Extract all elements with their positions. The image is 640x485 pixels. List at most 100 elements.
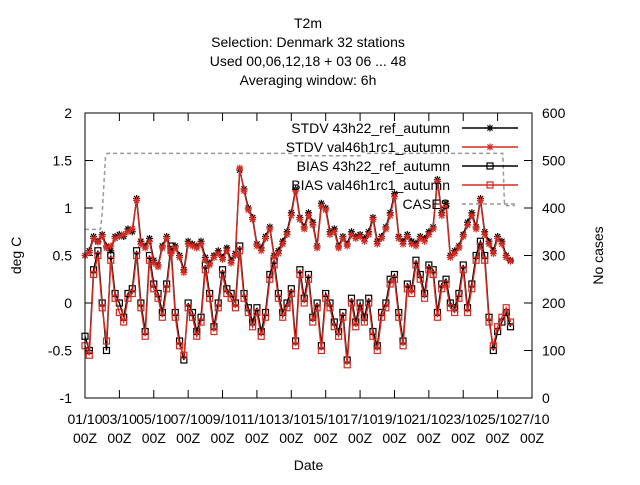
y2-axis-label: No cases <box>590 226 606 284</box>
x-tick-label: 03/10 <box>102 411 137 427</box>
legend-marker <box>486 143 494 151</box>
x-tick-label-time: 00Z <box>348 430 373 446</box>
data-point <box>476 242 485 250</box>
data-point <box>274 250 282 258</box>
data-point <box>231 304 240 312</box>
data-point <box>459 261 467 269</box>
y2-axis-label-group: No cases <box>590 226 606 284</box>
y-tick-label: -0.5 <box>48 343 72 359</box>
data-point <box>438 212 446 220</box>
data-point <box>227 259 235 267</box>
x-tick-label: 19/10 <box>377 411 412 427</box>
data-point <box>163 234 171 242</box>
legend-label: BIAS val46h1rc1_autumn <box>291 177 450 193</box>
data-point <box>365 294 373 302</box>
data-point <box>472 225 480 233</box>
data-point <box>223 247 231 255</box>
data-point <box>107 251 115 260</box>
data-point <box>244 206 252 214</box>
data-point <box>89 270 98 279</box>
data-point <box>403 285 411 293</box>
data-point <box>107 242 115 250</box>
data-point <box>343 361 351 369</box>
data-point <box>102 346 111 355</box>
data-point <box>94 238 102 246</box>
data-point <box>408 289 416 298</box>
data-point <box>218 270 227 279</box>
data-point <box>330 228 338 236</box>
data-point <box>481 256 489 264</box>
data-point <box>98 233 106 240</box>
x-axis-label-group: Date <box>294 457 324 473</box>
data-point <box>476 196 484 204</box>
legend-marker <box>486 162 494 170</box>
data-point <box>386 280 394 288</box>
data-point <box>399 342 407 350</box>
y2-tick-label: 500 <box>542 153 566 169</box>
data-point <box>304 270 313 279</box>
data-point <box>167 247 175 255</box>
data-point <box>111 294 119 302</box>
y-tick-label: -1 <box>60 390 73 406</box>
data-point <box>395 313 403 321</box>
data-point <box>206 261 214 269</box>
x-tick-label: 21/10 <box>411 411 446 427</box>
data-point <box>412 261 420 269</box>
data-point <box>313 304 321 312</box>
data-point <box>201 256 209 264</box>
data-point <box>236 164 244 172</box>
data-point <box>386 275 394 283</box>
data-point <box>459 266 467 274</box>
y2-tick-label: 200 <box>542 295 566 311</box>
data-point <box>163 285 171 293</box>
chart-title-group: T2m Selection: Denmark 32 stations Used 00… <box>210 15 407 88</box>
y-axis-label-group: deg C <box>8 237 24 274</box>
data-point <box>197 318 205 326</box>
data-point <box>334 332 343 340</box>
data-point <box>347 231 355 239</box>
data-point <box>249 215 257 223</box>
data-point <box>137 304 145 312</box>
data-point <box>313 299 321 307</box>
data-point <box>326 299 334 307</box>
x-tick-label-time: 00Z <box>279 430 304 446</box>
y-tick-label: 1.5 <box>53 153 73 169</box>
data-point <box>382 225 390 233</box>
data-point <box>420 294 429 302</box>
data-point <box>425 266 433 274</box>
data-point <box>485 318 493 326</box>
data-point <box>154 294 162 302</box>
data-point <box>279 313 287 321</box>
data-point <box>339 313 347 321</box>
data-point <box>214 250 222 258</box>
data-point <box>386 212 394 220</box>
data-point <box>141 332 149 340</box>
data-point <box>292 342 300 350</box>
data-point <box>442 202 450 210</box>
data-point <box>98 304 106 312</box>
data-point <box>219 255 227 263</box>
y-tick-label: 0.5 <box>53 248 73 264</box>
data-point <box>507 257 515 265</box>
data-point <box>365 231 373 239</box>
data-point <box>283 231 291 239</box>
data-point <box>124 228 132 236</box>
x-tick-label: 11/10 <box>240 411 274 427</box>
data-point <box>141 244 149 252</box>
x-tick-label: 13/10 <box>274 411 309 427</box>
data-point <box>438 285 446 293</box>
data-point <box>377 313 386 321</box>
data-point <box>270 261 278 269</box>
series-group <box>81 149 515 369</box>
data-point <box>365 299 373 307</box>
data-point <box>446 304 454 312</box>
data-point <box>412 242 420 250</box>
data-point <box>416 234 424 242</box>
x-tick-label: 15/10 <box>308 411 343 427</box>
data-point <box>390 270 399 279</box>
data-point <box>296 215 304 223</box>
data-point <box>188 313 197 321</box>
x-tick-label: 05/10 <box>136 411 171 427</box>
data-point <box>343 242 351 250</box>
